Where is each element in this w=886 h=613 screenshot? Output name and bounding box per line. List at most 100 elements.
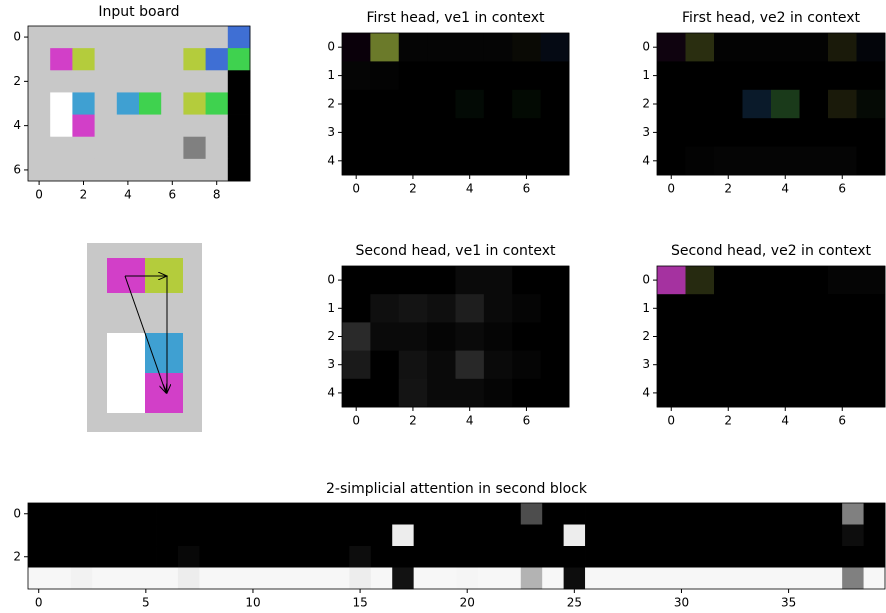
heatmap-cell bbox=[285, 567, 307, 590]
heatmap-panel: First head, ve1 in context 0 2 4 6 0 1 2 3 4 bbox=[327, 10, 570, 196]
heatmap-cell bbox=[477, 524, 500, 547]
heatmap-cell bbox=[370, 294, 400, 323]
heatmap-cell bbox=[370, 546, 393, 568]
heatmap-cell bbox=[135, 503, 157, 525]
y-tick-label: 0 bbox=[327, 273, 335, 287]
heatmap-cell bbox=[520, 503, 543, 525]
heatmap-cell bbox=[349, 546, 372, 568]
heatmap-cell bbox=[606, 567, 629, 590]
heatmap-cell bbox=[685, 266, 715, 295]
heatmap-cell bbox=[512, 378, 542, 408]
heatmap-cell bbox=[242, 567, 265, 590]
y-tick-label: 0 bbox=[327, 40, 335, 54]
heatmap-cell bbox=[713, 567, 736, 590]
heatmap-cell bbox=[627, 567, 650, 590]
heatmap-cell bbox=[799, 503, 822, 525]
heatmap-cell bbox=[606, 546, 629, 568]
heatmap-cell bbox=[370, 61, 400, 91]
heatmap-cell bbox=[455, 294, 485, 323]
heatmap-cell bbox=[199, 503, 222, 525]
heatmap-cell bbox=[28, 48, 51, 71]
heatmap-panel: Second head, ve2 in context 0 2 4 6 0 1 2 3 4 bbox=[642, 243, 886, 428]
heatmap-cell bbox=[220, 503, 243, 525]
diagram-cell bbox=[145, 333, 183, 373]
heatmap-cell bbox=[820, 503, 843, 525]
heatmap-cell bbox=[50, 26, 73, 49]
heatmap-cell bbox=[392, 524, 415, 547]
heatmap-cell bbox=[606, 524, 629, 547]
heatmap-cell bbox=[427, 350, 456, 380]
heatmap-cell bbox=[714, 146, 743, 176]
x-tick-label: 35 bbox=[781, 596, 796, 610]
heatmap-cell bbox=[92, 567, 115, 590]
x-tick-label: 0 bbox=[35, 596, 43, 610]
heatmap-cell bbox=[649, 524, 672, 547]
heatmap-cell bbox=[183, 48, 206, 71]
heatmap-cell bbox=[139, 26, 162, 49]
heatmap-cell bbox=[714, 61, 743, 91]
x-tick-label: 6 bbox=[168, 188, 176, 202]
heatmap-cell bbox=[863, 524, 886, 547]
heatmap-cell bbox=[799, 524, 822, 547]
y-tick-label: 0 bbox=[642, 40, 650, 54]
heatmap-cell bbox=[342, 378, 371, 408]
heatmap-cell bbox=[606, 503, 629, 525]
heatmap-cell bbox=[540, 266, 570, 295]
heatmap-cell bbox=[435, 503, 457, 525]
panel-title: Second head, ve1 in context bbox=[355, 243, 556, 259]
heatmap-cell bbox=[799, 546, 822, 568]
heatmap-cell bbox=[427, 378, 456, 408]
heatmap-cell bbox=[455, 322, 485, 351]
heatmap-cell bbox=[714, 118, 743, 147]
heatmap-cell bbox=[427, 322, 456, 351]
heatmap-panel: 2-simplicial attention in second block 0 5… bbox=[13, 481, 886, 610]
axes-frame bbox=[27, 25, 251, 182]
heatmap-cell bbox=[777, 567, 800, 590]
heatmap-cell bbox=[28, 546, 50, 568]
heatmap-cell bbox=[72, 158, 95, 182]
heatmap-cell bbox=[306, 567, 329, 590]
heatmap-cell bbox=[477, 546, 500, 568]
heatmap-cell bbox=[242, 503, 265, 525]
y-tick-label: 3 bbox=[327, 125, 335, 139]
heatmap-cell bbox=[714, 322, 743, 351]
heatmap-cell bbox=[398, 322, 428, 351]
heatmap-cell bbox=[657, 294, 686, 323]
heatmap-cell bbox=[856, 33, 886, 62]
heatmap-cell bbox=[828, 322, 857, 351]
heatmap-cell bbox=[263, 567, 286, 590]
heatmap-cell bbox=[828, 118, 857, 147]
y-tick-label: 3 bbox=[642, 357, 650, 371]
x-tick-label: 6 bbox=[838, 414, 846, 428]
heatmap-cell bbox=[28, 503, 50, 525]
heatmap-cell bbox=[398, 61, 428, 91]
heatmap-cell bbox=[94, 92, 118, 115]
heatmap-cell bbox=[205, 48, 229, 71]
heatmap-cell bbox=[657, 118, 686, 147]
heatmap-cell bbox=[116, 92, 140, 115]
heatmap-cell bbox=[742, 146, 772, 176]
heatmap-cell bbox=[455, 350, 485, 380]
heatmap-cell bbox=[799, 33, 829, 62]
x-tick-label: 6 bbox=[838, 182, 846, 196]
heatmap-cell bbox=[199, 567, 222, 590]
heatmap-cell bbox=[205, 92, 229, 115]
heatmap-cell bbox=[413, 546, 436, 568]
heatmap-cell bbox=[799, 378, 829, 408]
heatmap-cell bbox=[370, 266, 400, 295]
heatmap-cell bbox=[72, 70, 95, 93]
heatmap-cell bbox=[94, 70, 118, 93]
y-tick-label: 3 bbox=[327, 357, 335, 371]
heatmap-cell bbox=[285, 503, 307, 525]
heatmap-cell bbox=[392, 503, 415, 525]
heatmap-cell bbox=[742, 378, 772, 408]
heatmap-cell bbox=[483, 378, 513, 408]
heatmap-cell bbox=[512, 266, 542, 295]
heatmap-cell bbox=[856, 378, 886, 408]
heatmap-cell bbox=[92, 503, 115, 525]
heatmap-cell bbox=[585, 503, 607, 525]
heatmap-cell bbox=[342, 322, 371, 351]
heatmap-cell bbox=[116, 26, 140, 49]
y-tick-label: 4 bbox=[327, 153, 335, 167]
heatmap-cell bbox=[342, 146, 371, 176]
